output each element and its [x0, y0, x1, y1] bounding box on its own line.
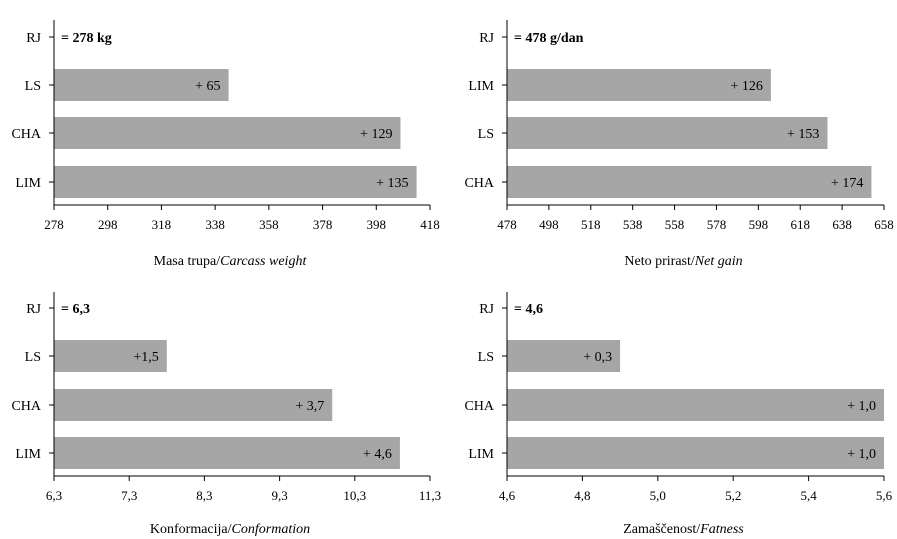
bar-value-label: + 1,0	[847, 447, 876, 462]
chart-panel-2: 478 498 518 538 558 578 598 618 638 658 RJ = 478 g/…	[464, 20, 894, 269]
category-label: LS	[478, 350, 494, 365]
x-tick-label: 618	[790, 217, 810, 232]
bar-value-label: +1,5	[133, 350, 158, 365]
x-tick-label: 6,3	[46, 488, 62, 503]
x-tick-label: 5,0	[650, 488, 666, 503]
x-tick-label: 478	[497, 217, 517, 232]
bar-value-label: + 4,6	[363, 447, 392, 462]
category-label: LS	[25, 79, 41, 94]
x-tick-label: 11,3	[419, 488, 441, 503]
category-label: LS	[25, 350, 41, 365]
bar-cha	[54, 389, 333, 421]
x-tick-label: 658	[874, 217, 894, 232]
bar-ls	[507, 117, 828, 149]
category-label: CHA	[464, 399, 494, 414]
x-tick-label: 638	[832, 217, 852, 232]
x-tick-label: 598	[749, 217, 769, 232]
x-tick-label: 578	[707, 217, 727, 232]
chart-panel-4: 4,6 4,8 5,0 5,2 5,4 5,6 RJ = 4,6 LS + 0,3 CHA + 1,0…	[464, 292, 893, 537]
baseline-value-label: = 4,6	[514, 302, 543, 317]
bar-ls	[507, 340, 621, 372]
x-tick-label: 398	[367, 217, 387, 232]
bar-lim	[507, 437, 884, 469]
x-tick-label: 498	[539, 217, 559, 232]
category-label: LIM	[15, 447, 41, 462]
chart-panel-3: 6,3 7,3 8,3 9,3 10,3 11,3 RJ = 6,3 LS +1,5 CHA + 3,…	[11, 292, 441, 537]
bar-lim	[54, 437, 400, 469]
category-label: LIM	[15, 176, 41, 191]
bar-cha	[54, 117, 401, 149]
bar-value-label: + 3,7	[295, 399, 324, 414]
x-tick-label: 358	[259, 217, 279, 232]
x-tick-label: 5,4	[800, 488, 817, 503]
bar-cha	[507, 389, 884, 421]
x-tick-label: 318	[152, 217, 172, 232]
bar-value-label: + 153	[787, 127, 819, 142]
category-label: LIM	[468, 79, 494, 94]
bar-value-label: + 0,3	[583, 350, 612, 365]
bar-value-label: + 1,0	[847, 399, 876, 414]
baseline-value-label: = 478 g/dan	[514, 31, 584, 46]
baseline-value-label: = 278 kg	[61, 31, 112, 46]
bar-ls	[54, 340, 167, 372]
bar-value-label: + 65	[195, 79, 220, 94]
bar-cha	[507, 166, 872, 198]
x-tick-label: 4,6	[499, 488, 516, 503]
bar-lim	[54, 166, 417, 198]
category-label: RJ	[26, 31, 41, 46]
x-tick-label: 7,3	[121, 488, 137, 503]
bar-value-label: + 135	[376, 176, 408, 191]
x-axis-title: Neto prirast/Net gain	[624, 254, 742, 269]
x-tick-label: 378	[313, 217, 333, 232]
x-axis-title: Masa trupa/Carcass weight	[154, 254, 308, 269]
x-tick-label: 278	[44, 217, 64, 232]
category-label: CHA	[11, 399, 41, 414]
x-tick-label: 538	[623, 217, 643, 232]
category-label: RJ	[479, 302, 494, 317]
category-label: RJ	[479, 31, 494, 46]
category-label: CHA	[464, 176, 494, 191]
x-tick-label: 10,3	[343, 488, 366, 503]
x-tick-label: 9,3	[271, 488, 287, 503]
x-tick-label: 418	[420, 217, 440, 232]
x-axis-title: Zamaščenost/Fatness	[623, 522, 744, 537]
category-label: CHA	[11, 127, 41, 142]
x-tick-label: 518	[581, 217, 601, 232]
bar-lim	[507, 69, 771, 101]
x-tick-label: 558	[665, 217, 685, 232]
bar-value-label: + 174	[831, 176, 863, 191]
bar-value-label: + 126	[730, 79, 762, 94]
baseline-value-label: = 6,3	[61, 302, 90, 317]
x-tick-label: 8,3	[196, 488, 212, 503]
x-tick-label: 5,6	[876, 488, 893, 503]
x-tick-label: 5,2	[725, 488, 741, 503]
category-label: RJ	[26, 302, 41, 317]
x-axis-title: Konformacija/Conformation	[150, 522, 310, 537]
bar-ls	[54, 69, 229, 101]
chart-panel-1: 278 298 318 338 358 378 398 418 RJ = 278 kg LS + 65…	[11, 20, 440, 269]
bar-value-label: + 129	[360, 127, 392, 142]
category-label: LS	[478, 127, 494, 142]
x-tick-label: 4,8	[574, 488, 590, 503]
x-tick-label: 298	[98, 217, 118, 232]
category-label: LIM	[468, 447, 494, 462]
x-tick-label: 338	[205, 217, 225, 232]
